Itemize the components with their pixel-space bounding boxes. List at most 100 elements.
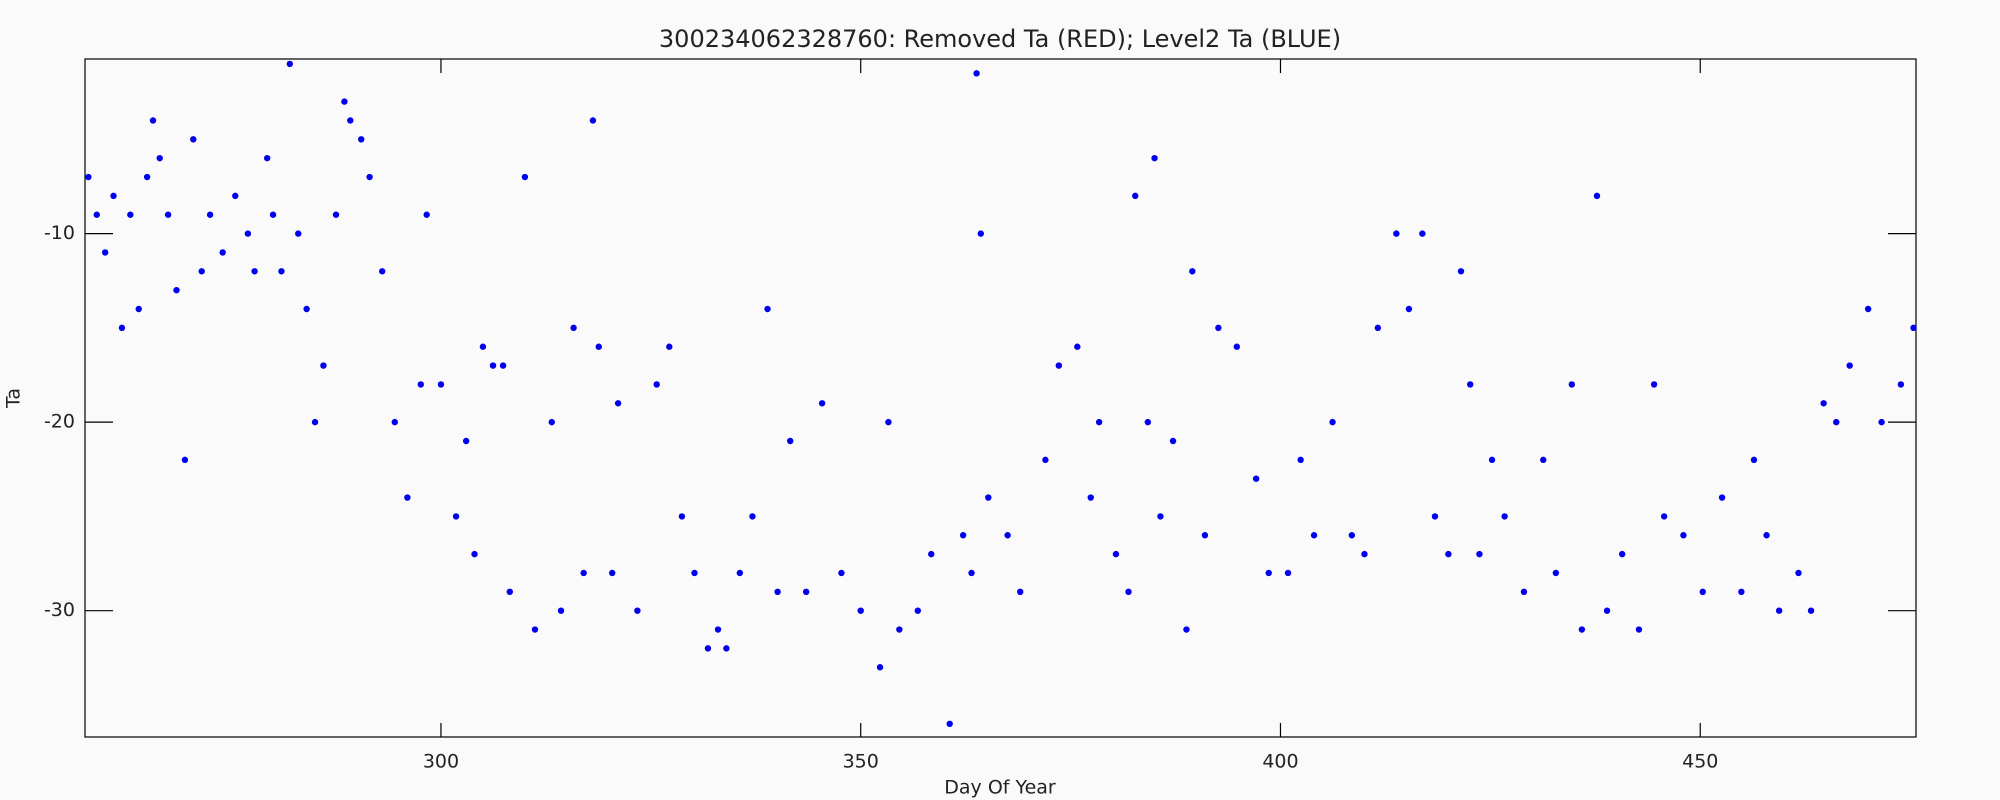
data-point: [1467, 381, 1474, 388]
data-point: [609, 569, 616, 577]
data-point: [437, 381, 445, 388]
data-point: [786, 437, 794, 445]
data-point: [1910, 324, 1917, 332]
data-point: [404, 494, 411, 501]
data-point: [973, 70, 980, 77]
data-point: [181, 456, 189, 464]
data-point: [580, 569, 587, 577]
x-tick-label: 350: [843, 751, 879, 773]
data-point: [1055, 362, 1063, 369]
data-point: [1201, 532, 1209, 539]
data-point: [946, 720, 953, 728]
data-point: [1017, 588, 1024, 596]
data-point: [320, 362, 327, 369]
data-point: [802, 588, 810, 596]
y-tick-label: -20: [44, 411, 75, 433]
data-point: [471, 550, 478, 558]
data-point: [1846, 362, 1853, 369]
data-point: [1680, 532, 1687, 539]
data-point: [1132, 192, 1139, 200]
data-point: [548, 418, 555, 426]
data-point: [366, 173, 373, 181]
data-point: [489, 362, 497, 369]
data-point: [838, 569, 845, 577]
data-point: [1603, 607, 1611, 614]
data-point: [928, 550, 935, 558]
data-point: [521, 173, 529, 181]
data-point: [1169, 437, 1177, 445]
data-point: [1660, 513, 1668, 520]
data-point: [378, 268, 386, 275]
data-point: [1004, 532, 1011, 539]
data-point: [479, 343, 487, 350]
data-point: [1795, 569, 1802, 577]
data-point: [263, 154, 271, 162]
data-point: [143, 173, 151, 181]
data-point: [1738, 588, 1745, 596]
data-point: [595, 343, 602, 350]
x-tick-label: 400: [1262, 751, 1298, 773]
data-point: [358, 136, 365, 143]
x-tick-label: 300: [423, 751, 459, 773]
data-point: [1552, 569, 1560, 577]
data-point: [1445, 550, 1452, 558]
data-point: [764, 305, 771, 313]
data-point: [774, 588, 781, 596]
data-point: [1568, 381, 1575, 388]
data-point: [206, 211, 214, 218]
data-point: [286, 60, 294, 68]
data-point: [1374, 324, 1382, 332]
data-point: [666, 343, 673, 350]
data-point: [1650, 381, 1658, 388]
data-point: [232, 192, 239, 200]
data-point: [723, 645, 730, 652]
data-point: [736, 569, 744, 577]
data-point: [311, 418, 319, 426]
data-point: [499, 362, 507, 369]
data-point: [1763, 532, 1770, 539]
data-point: [1112, 550, 1120, 558]
data-point: [1189, 268, 1196, 275]
data-point: [1718, 494, 1726, 501]
data-point: [1897, 381, 1905, 388]
data-point: [653, 381, 660, 388]
data-point: [1144, 418, 1152, 426]
data-point: [1348, 532, 1356, 539]
data-point: [634, 607, 641, 614]
data-point: [857, 607, 864, 614]
data-point: [1297, 456, 1304, 464]
data-point: [1393, 230, 1400, 237]
data-point: [1151, 154, 1158, 162]
data-point: [531, 626, 539, 633]
data-point: [968, 569, 975, 577]
data-point: [1878, 418, 1885, 426]
x-tick-label: 450: [1682, 751, 1718, 773]
data-point: [1329, 418, 1336, 426]
data-point: [1750, 456, 1758, 464]
data-point: [714, 626, 722, 633]
data-point: [269, 211, 277, 218]
data-point: [1361, 550, 1368, 558]
data-point: [1540, 456, 1547, 464]
data-point: [1820, 400, 1827, 407]
data-point: [1183, 626, 1190, 633]
data-point: [1095, 418, 1103, 426]
data-point: [1419, 230, 1426, 237]
data-point: [1864, 305, 1872, 313]
data-point: [749, 513, 756, 520]
data-point: [570, 324, 577, 332]
data-point: [1578, 626, 1586, 633]
data-point: [1087, 494, 1094, 501]
data-point: [1215, 324, 1222, 332]
data-point: [1699, 588, 1706, 596]
y-tick-label: -10: [44, 222, 75, 244]
data-point: [1310, 532, 1318, 539]
data-point: [1125, 588, 1132, 596]
data-point: [1042, 456, 1049, 464]
data-point: [164, 211, 172, 218]
data-point: [1775, 607, 1783, 614]
data-point: [156, 154, 163, 162]
data-point: [1074, 343, 1081, 350]
data-point: [506, 588, 513, 596]
